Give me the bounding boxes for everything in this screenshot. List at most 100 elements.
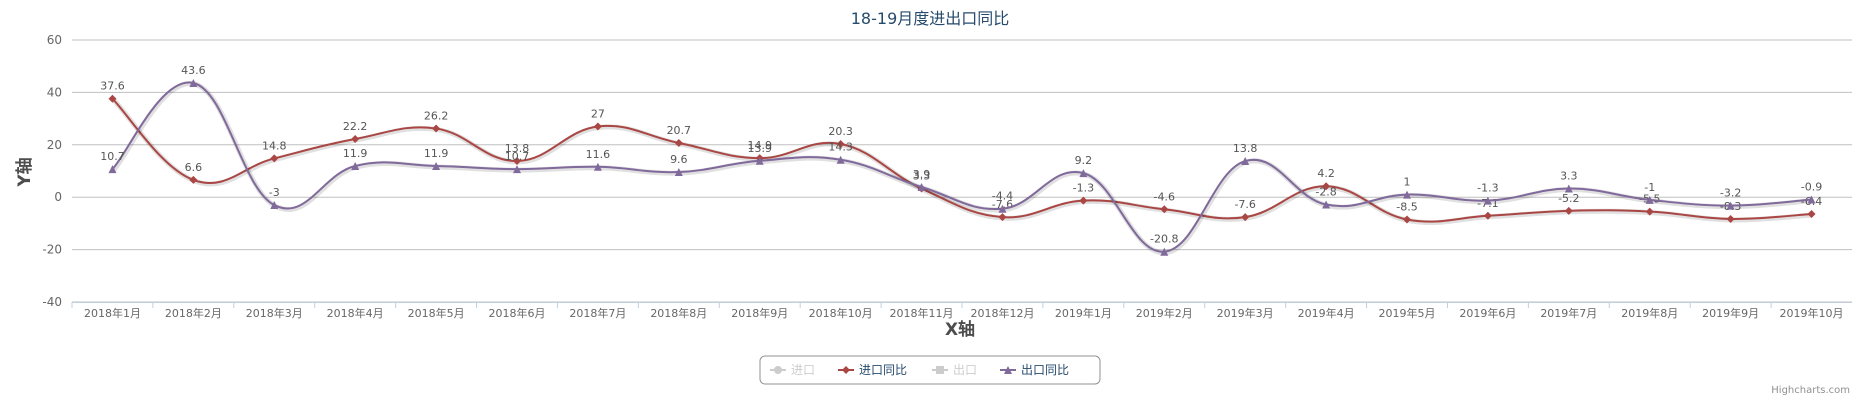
point [270, 201, 279, 210]
data-label: 20.7 [667, 124, 692, 137]
series-line [111, 97, 1812, 223]
data-label: -4.4 [992, 190, 1013, 203]
point [1322, 182, 1331, 191]
legend-text[interactable]: 出口 [953, 363, 977, 377]
y-tick-label: -40 [42, 295, 62, 309]
data-label: 22.2 [343, 120, 368, 133]
data-label: 13.8 [505, 142, 530, 155]
data-label: -3 [269, 186, 280, 199]
data-label: -4.6 [1154, 190, 1175, 203]
x-tick-label: 2018年6月 [489, 306, 546, 320]
point [917, 182, 926, 191]
y-tick-label: 40 [47, 85, 62, 99]
data-label: 3.3 [913, 170, 931, 183]
x-tick-label: 2019年10月 [1780, 306, 1844, 320]
data-label: -7.6 [1234, 198, 1255, 211]
x-tick-label: 2018年5月 [408, 306, 465, 320]
point [1645, 207, 1654, 216]
data-label: 26.2 [424, 110, 449, 123]
x-tick-label: 2018年2月 [165, 306, 222, 320]
x-tick-label: 2018年10月 [809, 306, 873, 320]
point [998, 204, 1007, 213]
x-tick-label: 2019年7月 [1540, 306, 1597, 320]
x-tick-label: 2019年3月 [1217, 306, 1274, 320]
point [998, 213, 1007, 222]
data-label: 9.2 [1075, 154, 1093, 167]
legend-text[interactable]: 出口同比 [1021, 363, 1069, 377]
x-tick-label: 2019年4月 [1298, 306, 1355, 320]
x-tick-label: 2019年6月 [1459, 306, 1516, 320]
data-label: 6.6 [185, 161, 203, 174]
legend: 进口 进口同比 出口 出口同比 [759, 355, 1101, 385]
data-label: 14.9 [747, 139, 772, 152]
point [1483, 211, 1492, 220]
x-axis-title: X轴 [945, 319, 975, 340]
point [1564, 184, 1573, 193]
data-label: 10.7 [100, 150, 125, 163]
point [674, 168, 683, 177]
y-tick-label: 0 [54, 190, 62, 204]
x-tick-label: 2019年9月 [1702, 306, 1759, 320]
data-label: 9.6 [670, 153, 688, 166]
data-label: -3.2 [1720, 187, 1741, 200]
data-label: 4.2 [1317, 167, 1335, 180]
legend-symbol [842, 366, 850, 374]
point [108, 94, 117, 103]
legend-symbol [1004, 366, 1012, 374]
data-label: 11.6 [586, 148, 611, 161]
data-label: -1 [1644, 181, 1655, 194]
point [1241, 213, 1250, 222]
data-label: -0.9 [1801, 181, 1822, 194]
point [513, 157, 521, 166]
y-axis-title: Y轴 [14, 157, 35, 187]
point [1079, 196, 1088, 205]
legend-text[interactable]: 进口同比 [859, 363, 907, 377]
data-label: 11.9 [343, 147, 368, 160]
point [108, 165, 117, 174]
data-label: 37.6 [100, 80, 125, 93]
point [1403, 190, 1411, 199]
data-label: -5.2 [1558, 192, 1579, 205]
x-tick-label: 2018年11月 [890, 306, 954, 320]
point [432, 162, 441, 171]
point [1726, 201, 1735, 210]
point [1807, 195, 1816, 204]
x-tick-label: 2019年5月 [1379, 306, 1436, 320]
credits: Highcharts.com [1771, 385, 1850, 396]
point [1564, 206, 1573, 215]
data-label: 3.9 [913, 168, 931, 181]
data-label: 1 [1404, 176, 1411, 189]
data-label: 10.7 [505, 150, 530, 163]
x-tick-label: 2019年1月 [1055, 306, 1112, 320]
point [836, 140, 845, 149]
point [1726, 214, 1735, 223]
point [755, 156, 764, 165]
data-label: -1.3 [1477, 182, 1498, 195]
point [836, 155, 845, 164]
point [1160, 247, 1169, 256]
point [1079, 169, 1088, 178]
legend-symbol [936, 366, 944, 374]
point [1403, 215, 1411, 224]
point [270, 154, 279, 163]
data-label: 3.3 [1560, 170, 1578, 183]
data-label: 20.3 [828, 125, 853, 138]
point [351, 162, 360, 171]
point [1322, 200, 1331, 209]
data-label: 27 [591, 107, 605, 120]
data-label: -20.8 [1150, 233, 1178, 246]
y-tick-label: 20 [47, 138, 62, 152]
x-tick-label: 2018年9月 [731, 306, 788, 320]
legend-symbol [774, 366, 782, 374]
point [189, 175, 198, 184]
x-tick-label: 2018年7月 [569, 306, 626, 320]
point [593, 122, 602, 131]
point [1645, 195, 1654, 204]
data-label: 13.9 [747, 142, 772, 155]
point [351, 135, 360, 144]
point [432, 124, 441, 133]
data-label: 14.3 [828, 141, 853, 154]
legend-text[interactable]: 进口 [791, 363, 815, 377]
point [513, 165, 521, 174]
